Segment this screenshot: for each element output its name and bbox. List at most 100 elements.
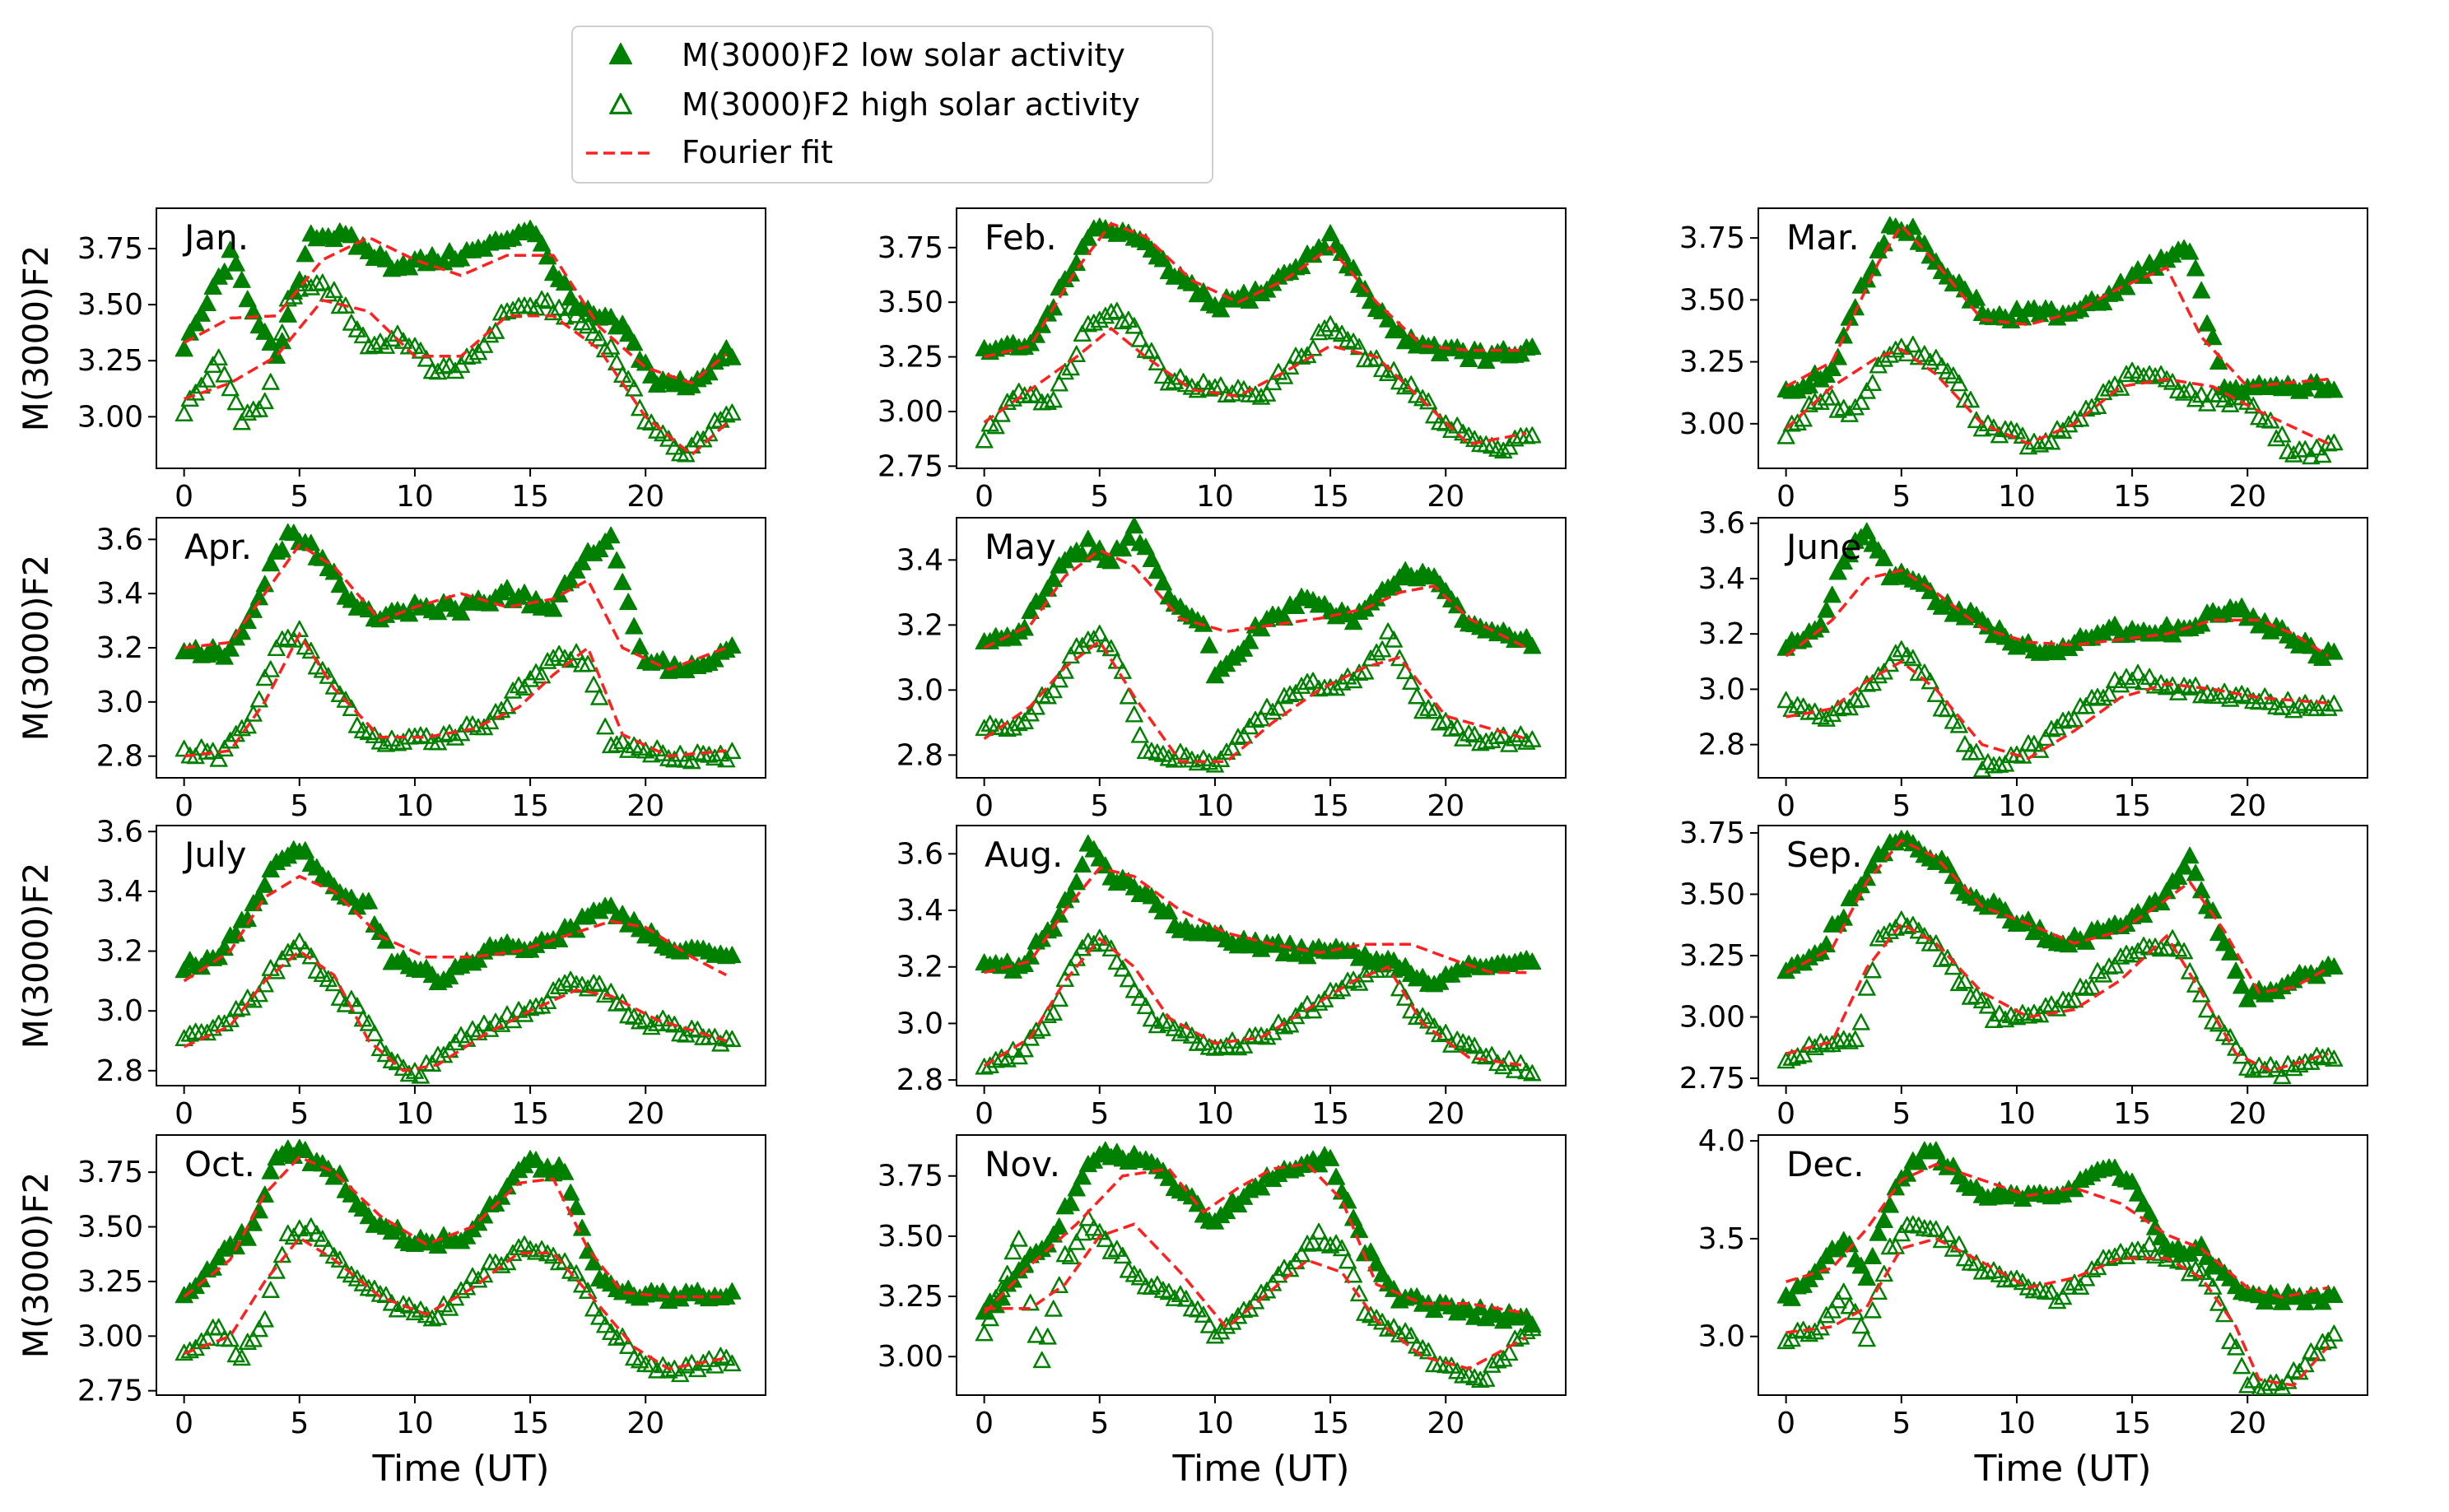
y-tick-label: 3.00 — [878, 395, 943, 429]
x-tick-label: 10 — [1196, 1407, 1234, 1440]
panel-apr: 0 5 10 15 20 2.8 3.0 3.2 3.4 3.6 Apr. M(3000)F2 — [16, 517, 766, 823]
legend-fit-label: Fourier fit — [682, 134, 833, 170]
panel-title: Dec. — [1786, 1144, 1865, 1184]
x-tick-label: 20 — [626, 1407, 664, 1440]
y-tick-label: 3.25 — [77, 344, 143, 378]
y-tick-label: 3.2 — [896, 951, 943, 984]
y-tick-label: 2.75 — [1679, 1062, 1745, 1096]
fit-line-low — [1785, 838, 2330, 994]
legend-high-label: M(3000)F2 high solar activity — [682, 86, 1140, 123]
y-tick-label: 3.4 — [1698, 562, 1745, 596]
y-tick-label: 3.2 — [1698, 617, 1745, 651]
y-tick-label: 3.0 — [1698, 1320, 1745, 1354]
x-tick-label: 0 — [1776, 789, 1795, 823]
fit-line-low — [1785, 223, 2329, 388]
x-tick-label: 10 — [396, 1407, 434, 1440]
y-tick-label: 3.50 — [878, 286, 943, 319]
x-tick-label: 5 — [1892, 789, 1911, 823]
fit-line-high — [984, 1222, 1528, 1370]
y-tick-label: 2.75 — [77, 1375, 143, 1408]
panel-title: June — [1784, 527, 1861, 567]
y-tick-label: 3.50 — [1679, 877, 1745, 911]
x-tick-label: 15 — [1311, 480, 1349, 514]
y-tick-label: 3.00 — [1679, 407, 1745, 441]
y-tick-label: 3.6 — [96, 523, 143, 556]
y-tick-label: 3.50 — [1679, 283, 1745, 317]
panel-frame — [956, 207, 1567, 469]
x-tick-label: 5 — [1892, 480, 1911, 514]
x-tick-label: 5 — [1892, 1097, 1911, 1131]
x-tick-label: 10 — [1998, 1097, 2036, 1131]
x-axis-label: Time (UT) — [1973, 1448, 2151, 1490]
y-tick-label: 2.8 — [1698, 728, 1745, 762]
fit-line-high — [1785, 347, 2330, 445]
y-tick-label: 2.8 — [96, 1054, 143, 1088]
y-tick-label: 3.50 — [77, 1211, 143, 1244]
fit-line-high — [983, 326, 1527, 446]
y-tick-label: 3.6 — [96, 815, 143, 849]
x-tick-label: 0 — [975, 1097, 994, 1131]
x-tick-label: 15 — [511, 1407, 549, 1440]
y-tick-label: 3.0 — [896, 1007, 943, 1040]
x-tick-label: 5 — [1090, 789, 1109, 823]
fit-line-low — [183, 1155, 727, 1299]
x-tick-label: 20 — [1427, 1407, 1464, 1440]
x-tick-label: 5 — [290, 789, 309, 823]
y-tick-label: 3.4 — [896, 894, 943, 928]
panel-frame — [156, 517, 766, 779]
x-tick-label: 15 — [1311, 1407, 1349, 1440]
x-tick-label: 0 — [175, 480, 193, 514]
x-tick-label: 0 — [1776, 480, 1795, 514]
panel-title: Nov. — [985, 1144, 1060, 1184]
y-axis-label: M(3000)F2 — [16, 555, 56, 742]
y-tick-label: 3.50 — [878, 1220, 943, 1254]
x-tick-label: 10 — [1196, 480, 1234, 514]
y-tick-label: 3.4 — [896, 543, 943, 577]
y-tick-label: 3.4 — [96, 577, 143, 611]
fit-line-high — [1786, 1237, 2330, 1387]
y-tick-label: 3.0 — [1698, 672, 1745, 706]
x-tick-label: 20 — [2228, 1407, 2266, 1440]
y-tick-label: 2.8 — [896, 738, 943, 772]
y-tick-label: 3.6 — [896, 837, 943, 871]
panel-mar: 0 5 10 15 20 3.00 3.25 3.50 3.75 Mar. — [1679, 207, 2368, 514]
x-tick-label: 15 — [2113, 1097, 2151, 1131]
x-tick-label: 0 — [975, 1407, 994, 1440]
y-tick-label: 3.5 — [1698, 1222, 1745, 1256]
y-tick-label: 3.2 — [896, 608, 943, 642]
fit-line-low — [984, 221, 1527, 359]
x-tick-label: 10 — [1196, 1097, 1234, 1131]
x-tick-label: 15 — [1311, 1097, 1349, 1131]
y-tick-label: 3.75 — [1679, 816, 1745, 850]
fit-line-low — [183, 874, 728, 983]
y-tick-label: 3.75 — [77, 1156, 143, 1189]
x-tick-label: 15 — [511, 789, 549, 823]
panel-title: Sep. — [1786, 835, 1863, 875]
y-tick-label: 3.2 — [96, 935, 143, 969]
x-tick-label: 20 — [626, 789, 664, 823]
panel-june: 0 5 10 15 20 2.8 3.0 3.2 3.4 3.6 June — [1698, 507, 2368, 823]
x-tick-label: 10 — [396, 480, 434, 514]
y-tick-label: 3.75 — [878, 231, 943, 265]
fit-line-low — [983, 548, 1528, 649]
x-tick-label: 5 — [1090, 1407, 1109, 1440]
panel-title: Aug. — [985, 835, 1063, 875]
panel-title: Oct. — [184, 1144, 255, 1184]
panel-title: Mar. — [1786, 217, 1860, 258]
panel-title: Jan. — [182, 217, 249, 258]
x-tick-label: 0 — [975, 789, 994, 823]
x-tick-label: 0 — [1776, 1097, 1795, 1131]
x-tick-label: 15 — [2113, 789, 2151, 823]
x-tick-label: 20 — [2228, 480, 2266, 514]
panel-title: July — [182, 835, 247, 875]
y-tick-label: 3.25 — [878, 1280, 943, 1314]
x-tick-label: 5 — [1892, 1407, 1911, 1440]
y-tick-label: 3.75 — [1679, 221, 1745, 255]
x-tick-label: 10 — [1998, 789, 2036, 823]
x-tick-label: 20 — [2228, 789, 2266, 823]
fit-line-high — [184, 298, 728, 458]
y-tick-label: 3.00 — [77, 400, 143, 434]
x-tick-label: 15 — [2113, 1407, 2151, 1440]
y-tick-label: 2.75 — [878, 449, 943, 483]
